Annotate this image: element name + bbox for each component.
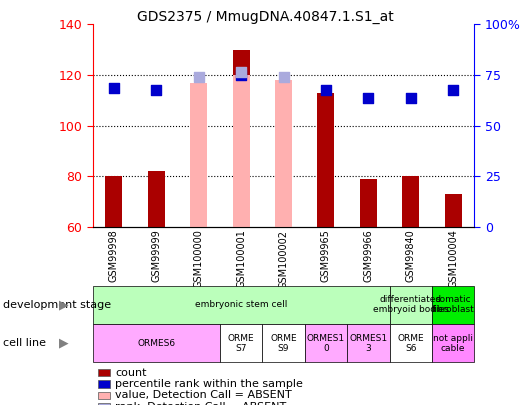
- Point: [195, 74, 203, 81]
- Text: ORME
S7: ORME S7: [228, 334, 254, 353]
- Bar: [233, 75, 250, 227]
- Text: embryonic stem cell: embryonic stem cell: [195, 300, 287, 309]
- Text: ORME
S6: ORME S6: [398, 334, 424, 353]
- Text: count: count: [115, 368, 146, 377]
- Point: [407, 94, 415, 101]
- Bar: [105, 176, 122, 227]
- Point: [364, 94, 373, 101]
- Point: [237, 69, 245, 76]
- Text: GDS2375 / MmugDNA.40847.1.S1_at: GDS2375 / MmugDNA.40847.1.S1_at: [137, 10, 393, 24]
- Text: percentile rank within the sample: percentile rank within the sample: [115, 379, 303, 389]
- Text: somatic
fibroblast: somatic fibroblast: [432, 295, 474, 314]
- Text: differentiated
embryoid bodies: differentiated embryoid bodies: [373, 295, 449, 314]
- Text: ▶: ▶: [59, 298, 68, 311]
- Point: [152, 87, 161, 94]
- Text: ORMES6: ORMES6: [137, 339, 175, 348]
- Text: ORMES1
0: ORMES1 0: [307, 334, 345, 353]
- Bar: [233, 50, 250, 227]
- Text: ORME
S9: ORME S9: [270, 334, 297, 353]
- Text: development stage: development stage: [3, 300, 111, 310]
- Bar: [360, 179, 377, 227]
- Text: cell line: cell line: [3, 338, 46, 348]
- Point: [449, 87, 457, 94]
- Point: [322, 87, 330, 94]
- Bar: [445, 194, 462, 227]
- Text: value, Detection Call = ABSENT: value, Detection Call = ABSENT: [115, 390, 292, 400]
- Point: [110, 84, 118, 91]
- Text: ▶: ▶: [59, 337, 68, 350]
- Bar: [148, 171, 165, 227]
- Point: [279, 74, 288, 81]
- Text: ORMES1
3: ORMES1 3: [349, 334, 387, 353]
- Bar: [317, 93, 334, 227]
- Bar: [275, 80, 292, 227]
- Point: [237, 72, 245, 78]
- Bar: [402, 176, 419, 227]
- Text: rank, Detection Call = ABSENT: rank, Detection Call = ABSENT: [115, 402, 286, 405]
- Bar: [190, 83, 207, 227]
- Text: not appli
cable: not appli cable: [433, 334, 473, 353]
